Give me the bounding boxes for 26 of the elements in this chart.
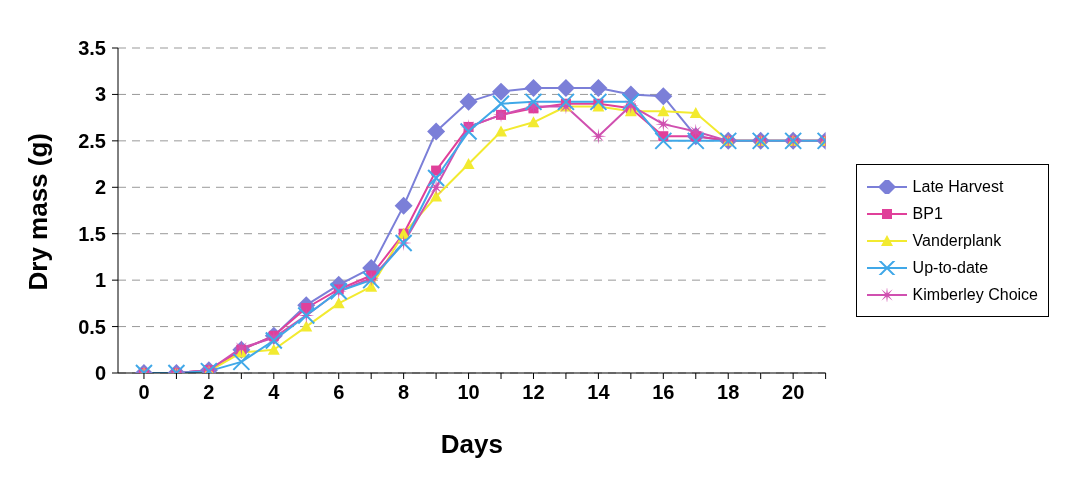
y-tick-label: 3 [94, 83, 106, 106]
x-tick-label: 4 [268, 381, 281, 403]
y-tick-label: 0 [94, 362, 106, 384]
x-tick-label: 12 [522, 381, 545, 403]
y-tick-label: 2.5 [78, 129, 106, 152]
legend-label: Kimberley Choice [912, 285, 1038, 304]
x-tick-label: 8 [398, 381, 410, 403]
y-tick-label: 2 [94, 176, 106, 199]
y-tick-label: 1 [94, 269, 106, 292]
x-tick-label: 16 [652, 381, 675, 403]
legend-label: Vanderplank [912, 231, 1002, 250]
x-tick-label: 18 [717, 381, 740, 403]
y-tick-label: 0.5 [78, 315, 106, 338]
x-tick-label: 2 [203, 381, 215, 403]
x-axis-title: Days [440, 429, 503, 459]
x-tick-label: 10 [457, 381, 480, 403]
x-tick-label: 6 [333, 381, 345, 403]
legend-label: BP1 [912, 204, 943, 223]
legend-label: Up-to-date [912, 258, 989, 277]
x-tick-label: 0 [138, 381, 150, 403]
y-tick-label: 3.5 [78, 37, 106, 59]
x-tick-label: 14 [587, 381, 611, 403]
legend-label: Late Harvest [912, 177, 1004, 196]
y-axis-title: Dry mass (g) [23, 133, 54, 291]
y-tick-label: 1.5 [78, 222, 106, 245]
x-tick-label: 20 [782, 381, 805, 403]
